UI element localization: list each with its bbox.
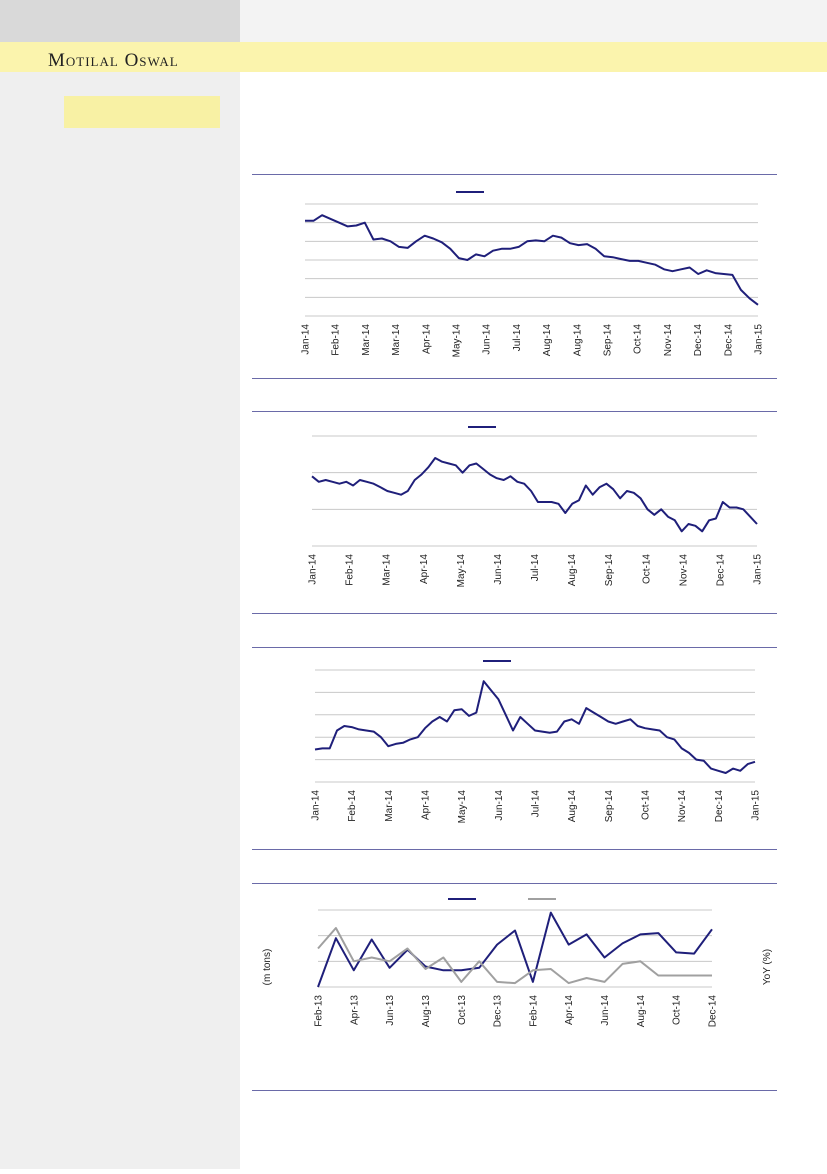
x-tick-label: Jul-14 [512,324,523,352]
x-tick-label: Aug-14 [567,790,578,823]
x-tick-label: Oct-14 [672,995,683,1025]
x-tick-label: Aug-14 [542,324,553,357]
data-line [311,457,758,533]
x-tick-label: Aug-14 [567,554,578,587]
data-line [317,927,712,985]
top-band [240,0,827,42]
x-tick-label: Feb-14 [345,554,356,586]
brand-band [0,42,827,72]
x-tick-label: Jan-14 [308,554,319,585]
x-tick-label: Jun-13 [385,995,396,1026]
x-tick-label: May-14 [457,790,468,824]
x-tick-label: Oct-14 [641,554,652,584]
x-tick-label: Feb-14 [528,995,539,1027]
x-tick-label: Jan-14 [301,324,312,355]
x-tick-label: Aug-14 [636,995,647,1028]
x-tick-label: Feb-14 [331,324,342,356]
x-tick-label: Mar-14 [361,324,372,356]
x-tick-label: May-14 [456,554,467,588]
x-tick-label: Sep-14 [603,324,614,357]
x-tick-label: May-14 [452,324,463,358]
data-line [314,680,756,774]
x-tick-label: Mar-14 [391,324,402,356]
brand: Motilal Oswal [48,50,179,71]
x-tick-label: Apr-13 [349,995,360,1025]
x-tick-label: Apr-14 [564,995,575,1025]
x-tick-label: Oct-13 [457,995,468,1025]
x-tick-label: Nov-14 [663,324,674,357]
rules [252,174,777,1091]
x-tick-label: Jul-14 [531,790,542,818]
x-tick-label: Sep-14 [604,554,615,587]
y-axis-label: (m tons) [262,949,273,986]
x-tick-label: Feb-14 [347,790,358,822]
data-line [305,214,759,306]
x-tick-label: Jul-14 [530,554,541,582]
x-tick-label: Apr-14 [419,554,430,584]
x-tick-label: Oct-14 [641,790,652,820]
x-tick-label: Dec-13 [493,995,504,1028]
x-tick-label: Sep-14 [604,790,615,823]
x-tick-label: Dec-14 [708,995,719,1028]
x-tick-label: Nov-14 [678,554,689,587]
x-tick-label: Dec-14 [715,554,726,587]
x-tick-label: Jan-15 [753,554,764,585]
x-tick-label: Feb-13 [314,995,325,1027]
x-tick-label: Dec-14 [723,324,734,357]
x-tick-label: Jun-14 [600,995,611,1026]
x-tick-label: Mar-14 [384,790,395,822]
x-tick-label: Dec-14 [693,324,704,357]
x-tick-label: Jan-14 [311,790,322,821]
x-tick-label: Apr-14 [421,790,432,820]
x-tick-label: Jun-14 [493,554,504,585]
y2-axis-label: YoY (%) [762,949,773,985]
x-tick-label: Apr-14 [421,324,432,354]
x-tick-label: Mar-14 [382,554,393,586]
x-tick-label: Dec-14 [714,790,725,823]
x-tick-label: Jan-15 [754,324,765,355]
x-tick-label: Aug-14 [572,324,583,357]
x-tick-label: Aug-13 [421,995,432,1028]
x-tick-label: Jun-14 [494,790,505,821]
x-tick-label: Jan-15 [751,790,762,821]
section-tag [64,96,220,128]
sidebar [0,0,240,1169]
x-tick-label: Oct-14 [633,324,644,354]
data-line [317,911,713,988]
x-tick-label: Jun-14 [482,324,493,355]
top-band-left [0,0,240,42]
x-tick-label: Nov-14 [677,790,688,823]
